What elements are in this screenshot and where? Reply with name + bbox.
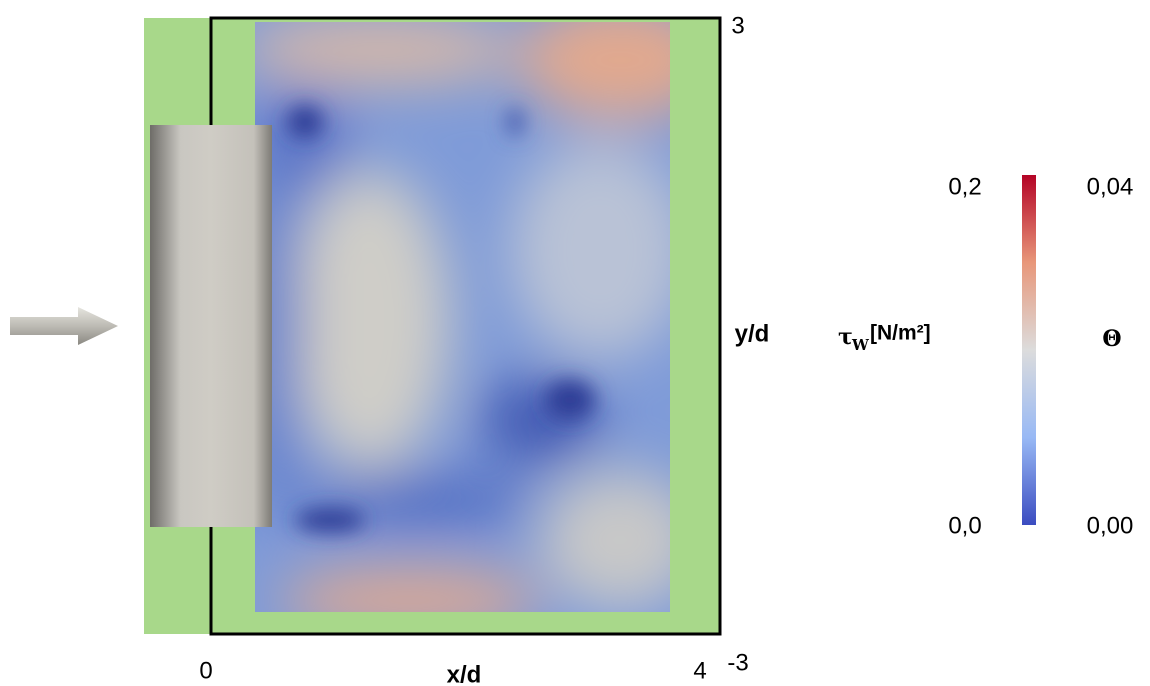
flow-arrow	[10, 307, 118, 345]
page: 3 -3 y/d 0 4 x/d 0,2 0,0 0,04 0,00 τ W […	[0, 0, 1150, 686]
cylinder	[150, 125, 272, 527]
tau-symbol: τ	[838, 324, 853, 350]
colorbar-right-tick: 0,00	[1087, 512, 1134, 539]
colorbar-left-tick: 0,2	[948, 173, 981, 200]
colorbar	[1022, 175, 1036, 525]
colorbar-right-tick: 0,04	[1087, 173, 1134, 200]
tau-subscript: W	[851, 336, 870, 354]
x-axis-label: x/d	[447, 661, 482, 686]
x-tick-label: 4	[693, 657, 706, 684]
colorbar-left-tick: 0,0	[948, 512, 981, 539]
tau-unit: [N/m²]	[870, 322, 931, 345]
figure: 3 -3 y/d 0 4 x/d 0,2 0,0 0,04 0,00 τ W […	[0, 0, 1150, 686]
shear-field	[240, 0, 720, 630]
y-tick-label: -3	[727, 649, 748, 676]
y-tick-label: 3	[731, 12, 744, 39]
x-tick-label: 0	[199, 657, 212, 684]
y-axis-label: y/d	[735, 320, 770, 347]
theta-label: Θ	[1102, 326, 1121, 352]
